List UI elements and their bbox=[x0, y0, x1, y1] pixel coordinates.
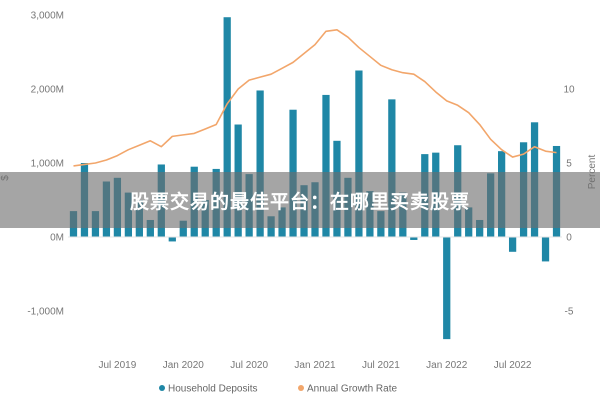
household-deposits-bar bbox=[476, 219, 484, 237]
household-deposits-bar bbox=[256, 90, 264, 237]
y2-tick-label: 0 bbox=[566, 233, 572, 244]
household-deposits-bar bbox=[410, 237, 418, 240]
chart-legend: Household Deposits Annual Growth Rate bbox=[159, 384, 397, 395]
household-deposits-bar bbox=[388, 99, 396, 237]
right-axis-title: Percent bbox=[587, 155, 598, 190]
y-tick-label: 0M bbox=[50, 233, 64, 244]
household-deposits-bar bbox=[541, 237, 550, 262]
x-tick-label: Jul 2020 bbox=[230, 360, 268, 371]
y-tick-label: 1,000M bbox=[31, 159, 64, 170]
household-deposits-bar bbox=[322, 94, 330, 237]
x-tick-label: Jul 2021 bbox=[362, 360, 400, 371]
x-tick-label: Jan 2020 bbox=[163, 360, 205, 371]
annual-growth-rate-line bbox=[73, 29, 557, 167]
household-deposits-bar bbox=[508, 237, 517, 252]
y2-tick-label: 5 bbox=[566, 159, 572, 170]
watermark-banner: 股票交易的最佳平台：在哪里买卖股票 bbox=[0, 172, 600, 228]
legend-marker-annual-growth-rate bbox=[298, 385, 304, 391]
y-tick-label: 2,000M bbox=[31, 85, 64, 96]
household-deposits-bar bbox=[146, 219, 154, 237]
x-tick-label: Jul 2019 bbox=[98, 360, 136, 371]
y-tick-label: -1,000M bbox=[27, 307, 64, 318]
household-deposits-bar bbox=[223, 17, 231, 237]
left-axis-ticks: 3,000M 2,000M 1,000M 0M -1,000M bbox=[27, 11, 64, 318]
legend-label-annual-growth-rate: Annual Growth Rate bbox=[307, 384, 397, 395]
legend-marker-household-deposits bbox=[159, 385, 165, 391]
legend-label-household-deposits: Household Deposits bbox=[168, 384, 258, 395]
right-axis-ticks: 10 5 0 -5 bbox=[563, 85, 575, 318]
household-deposits-bar bbox=[179, 220, 187, 237]
x-tick-label: Jan 2021 bbox=[294, 360, 336, 371]
x-tick-label: Jan 2022 bbox=[426, 360, 468, 371]
household-deposits-bar bbox=[355, 70, 363, 237]
household-deposits-bar bbox=[443, 237, 451, 340]
y2-tick-label: -5 bbox=[565, 307, 574, 318]
x-tick-label: Jul 2022 bbox=[494, 360, 532, 371]
x-axis-ticks: Jul 2019 Jan 2020 Jul 2020 Jan 2021 Jul 2021… bbox=[98, 360, 531, 371]
household-deposits-bar bbox=[168, 237, 176, 242]
watermark-text: 股票交易的最佳平台：在哪里买卖股票 bbox=[129, 190, 470, 213]
y2-tick-label: 10 bbox=[563, 85, 575, 96]
y-tick-label: 3,000M bbox=[31, 11, 64, 22]
